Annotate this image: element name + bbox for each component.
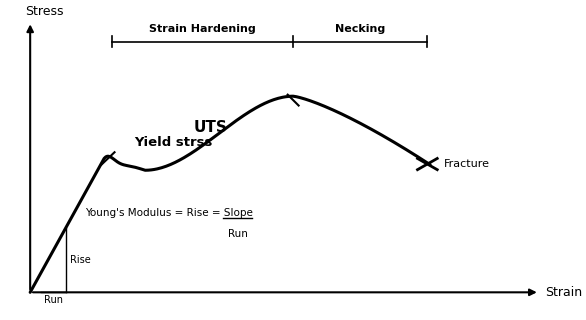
Text: Run: Run — [227, 229, 247, 239]
Text: UTS: UTS — [194, 120, 228, 135]
Text: Fracture: Fracture — [444, 159, 490, 169]
Text: Strain Hardening: Strain Hardening — [149, 24, 256, 34]
Text: Run: Run — [44, 295, 63, 305]
Text: Necking: Necking — [335, 24, 386, 34]
Text: Rise: Rise — [70, 255, 90, 265]
Text: Young's Modulus = Rise = Slope: Young's Modulus = Rise = Slope — [85, 208, 253, 218]
Text: Yield strss: Yield strss — [134, 136, 213, 149]
Text: Stress: Stress — [25, 5, 63, 18]
Text: Strain: Strain — [545, 286, 582, 299]
